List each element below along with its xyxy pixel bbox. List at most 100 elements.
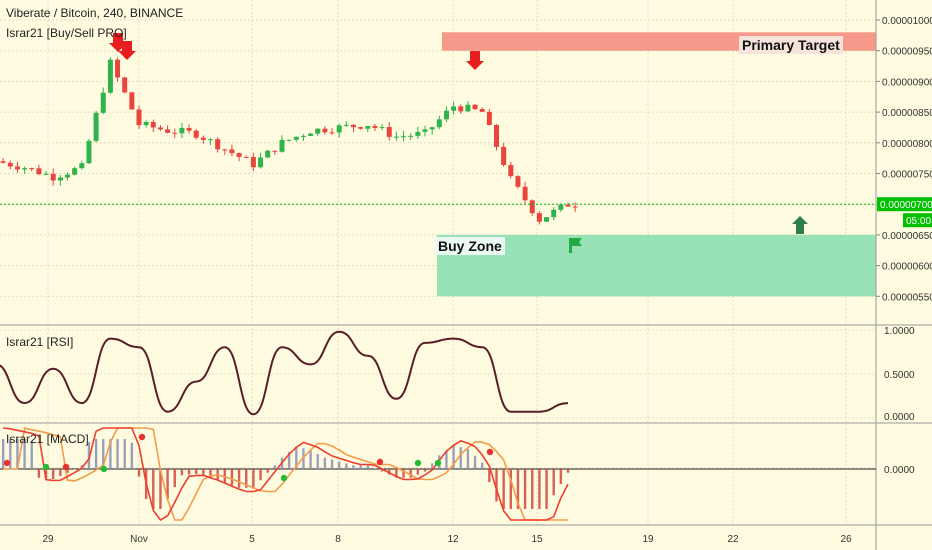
indicator-title-main: Israr21 [Buy/Sell PRO] — [6, 26, 127, 40]
macd-bar — [345, 463, 348, 469]
candle-body — [501, 146, 507, 166]
candle-body — [329, 132, 335, 134]
candle-body — [107, 59, 113, 93]
macd-bar — [466, 449, 470, 469]
candle-body — [479, 109, 485, 112]
candle-body — [165, 129, 171, 133]
candle-body — [0, 161, 6, 163]
macd-bar — [116, 439, 119, 469]
macd-bar — [366, 465, 369, 469]
macd-bar — [266, 469, 269, 473]
macd-bar — [37, 469, 41, 478]
macd-bar — [452, 445, 455, 469]
macd-bar — [495, 469, 498, 502]
macd-bar — [502, 469, 505, 509]
candle-body — [465, 104, 471, 112]
candle-body — [522, 186, 528, 201]
macd-bar — [30, 440, 33, 469]
candle-body — [422, 129, 428, 132]
candle-body — [286, 139, 292, 141]
macd-bar — [373, 468, 377, 469]
candle-body — [486, 111, 492, 126]
candle-body — [443, 110, 449, 120]
candles — [0, 57, 578, 225]
current-price-label: 0.00000700 — [880, 200, 932, 211]
price-tick-label: 0.00000850 — [882, 108, 932, 119]
candle-body — [93, 112, 99, 141]
up-arrow-icon — [792, 216, 808, 234]
macd-bar — [416, 469, 420, 475]
candle-body — [451, 106, 457, 111]
macd-bar — [509, 469, 512, 509]
candle-body — [79, 163, 85, 169]
time-axis-label: 8 — [335, 534, 341, 545]
indicator-title-rsi: Israr21 [RSI] — [6, 335, 74, 349]
candle-body — [494, 125, 499, 147]
macd-bar — [259, 469, 262, 481]
candle-body — [179, 128, 185, 134]
candle-body — [415, 131, 421, 136]
candle-body — [322, 128, 328, 133]
macd-bar — [352, 465, 355, 469]
macd-bar — [245, 469, 248, 488]
macd-bar — [388, 469, 391, 475]
candle-body — [129, 92, 135, 110]
candle-body — [100, 92, 106, 113]
price-tick-label: 0.00000800 — [882, 139, 932, 150]
macd-bar — [552, 469, 555, 496]
candle-body — [14, 166, 20, 170]
candle-body — [379, 127, 385, 129]
candle-body — [293, 136, 299, 140]
macd-bar — [94, 439, 98, 469]
candle-body — [408, 135, 414, 137]
candle-body — [401, 136, 407, 138]
macd-bar — [338, 461, 341, 469]
time-axis-label: Nov — [130, 534, 148, 545]
macd-bar — [9, 439, 12, 469]
price-tick-label: 0.00001000 — [882, 16, 932, 27]
macd-bar — [380, 469, 384, 472]
candle-body — [208, 139, 213, 141]
price-tick-label: 0.00000550 — [882, 292, 932, 303]
candle-body — [258, 157, 264, 168]
candle-body — [315, 128, 321, 134]
macd-bar — [395, 469, 398, 478]
candle-body — [343, 124, 349, 126]
macd-cross-buy-dot — [434, 459, 442, 467]
candle-body — [136, 109, 142, 126]
macd-bar — [473, 455, 477, 469]
macd-bar — [152, 469, 155, 509]
macd-bar — [52, 469, 55, 479]
macd-bar — [516, 469, 520, 509]
candle-body — [172, 132, 178, 134]
sell-arrow-icon — [118, 41, 136, 60]
macd-bar — [531, 469, 534, 509]
countdown-badge — [903, 213, 932, 228]
rsi-tick-label: 0.5000 — [884, 370, 915, 381]
time-axis-label: 29 — [42, 534, 54, 545]
macd-bar — [252, 469, 255, 488]
macd-bar — [566, 469, 570, 473]
macd-cross-buy-dot — [100, 465, 108, 473]
macd-bar — [459, 447, 462, 469]
candle-body — [372, 126, 378, 128]
time-axis-label: 22 — [727, 534, 739, 545]
candle-body — [336, 125, 342, 133]
candle-body — [193, 130, 199, 138]
macd-bar — [173, 469, 176, 488]
macd-bar — [309, 450, 312, 469]
macd-bar — [330, 459, 334, 469]
candle-body — [358, 127, 364, 129]
macd-bar — [73, 469, 76, 470]
candle-body — [300, 135, 306, 137]
buy-flag-icon — [569, 238, 582, 253]
macd-bar — [16, 439, 19, 469]
macd-bar — [402, 469, 405, 478]
candle-body — [536, 213, 542, 222]
price-tick-label: 0.00000600 — [882, 262, 932, 273]
macd-bar — [137, 469, 141, 477]
candle-body — [365, 126, 371, 129]
time-axis-label: 12 — [447, 534, 459, 545]
price-tick-label: 0.00000900 — [882, 77, 932, 88]
